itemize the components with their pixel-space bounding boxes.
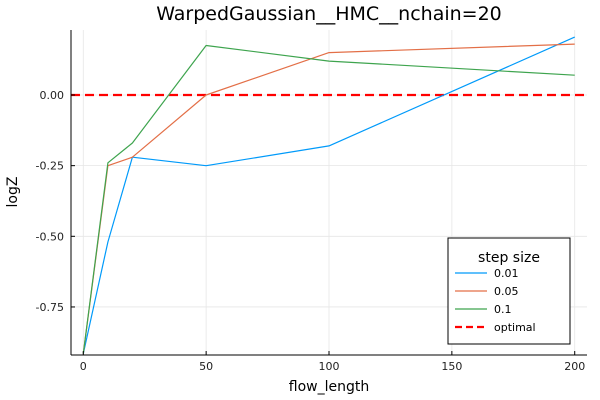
x-tick-label: 50 — [199, 360, 213, 373]
series-line-0-01 — [82, 36, 575, 354]
y-axis-label: logZ — [5, 177, 21, 208]
x-tick-label: 200 — [564, 360, 585, 373]
legend-title: step size — [478, 250, 540, 266]
x-axis-label: flow_length — [289, 379, 369, 395]
chart-title: WarpedGaussian__HMC__nchain=20 — [156, 3, 502, 25]
y-tick-label: 0.00 — [40, 89, 65, 102]
x-tick-label: 150 — [441, 360, 462, 373]
legend-label: 0.05 — [494, 285, 519, 298]
x-ticks: 0 50 100 150 200 — [80, 351, 585, 373]
y-tick-label: -0.25 — [36, 160, 64, 173]
y-tick-label: -0.75 — [36, 301, 64, 314]
legend-label: 0.1 — [494, 303, 512, 316]
series-line-0-1 — [82, 44, 575, 354]
series-layer — [82, 36, 575, 354]
y-tick-label: -0.50 — [36, 230, 64, 243]
legend-label: 0.01 — [494, 267, 519, 280]
x-tick-label: 100 — [319, 360, 340, 373]
legend-label: optimal — [494, 321, 536, 334]
legend: step size 0.01 0.05 0.1 optimal — [447, 237, 571, 345]
x-tick-label: 0 — [80, 360, 87, 373]
y-ticks: -0.75 -0.50 -0.25 0.00 — [36, 89, 75, 314]
